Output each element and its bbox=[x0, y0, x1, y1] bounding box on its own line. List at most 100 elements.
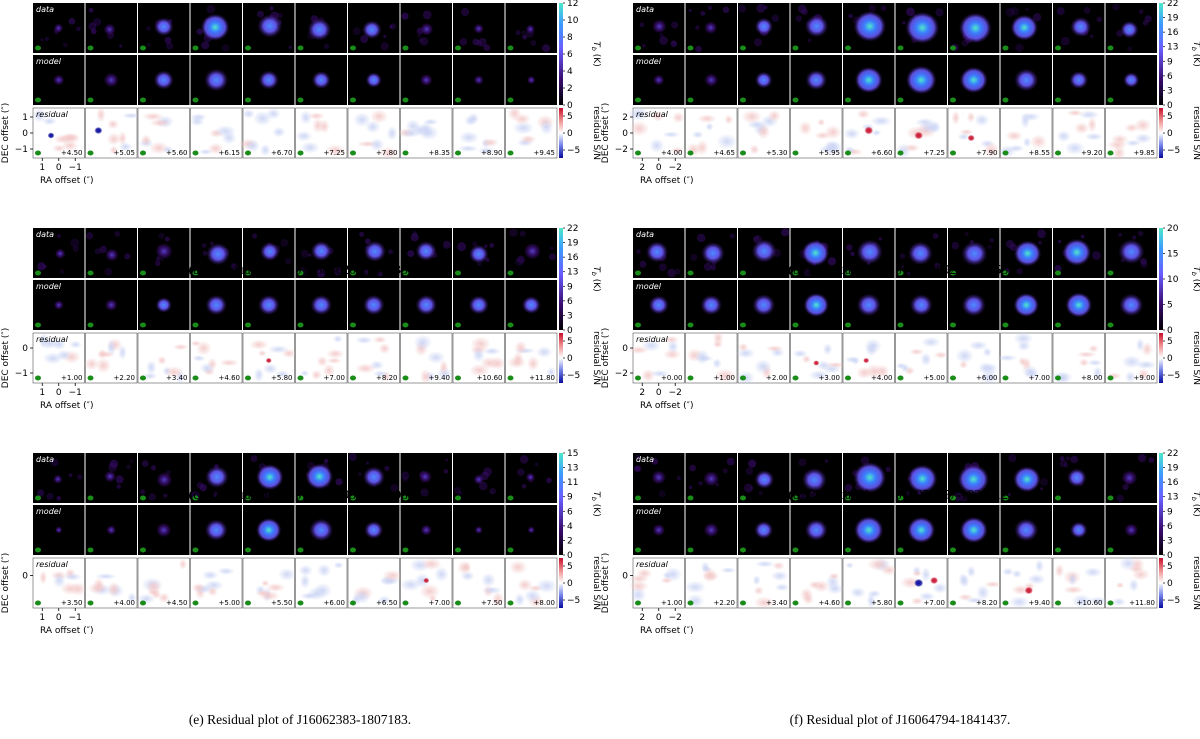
snr-colorbar bbox=[1159, 558, 1163, 608]
data-emission-blob bbox=[415, 241, 437, 262]
residual-noise bbox=[880, 564, 898, 576]
beam-ellipse bbox=[897, 270, 904, 276]
residual-noise bbox=[843, 127, 861, 140]
model-emission-blob bbox=[907, 516, 936, 544]
noise-speck bbox=[758, 490, 763, 496]
velocity-label: +5.60 bbox=[166, 149, 187, 157]
residual-noise bbox=[1111, 134, 1129, 145]
beam-ellipse bbox=[507, 270, 514, 276]
residual-noise bbox=[307, 587, 327, 601]
residual-peak bbox=[914, 578, 924, 588]
beam-ellipse bbox=[297, 547, 304, 553]
noise-speck bbox=[90, 28, 97, 35]
residual-noise bbox=[311, 369, 322, 381]
noise-speck bbox=[670, 40, 678, 47]
residual-noise bbox=[1021, 356, 1032, 371]
beam-ellipse bbox=[35, 97, 41, 103]
tb-tick-label: 22 bbox=[1167, 0, 1178, 9]
residual-noise bbox=[70, 582, 87, 596]
residual-noise bbox=[107, 581, 121, 597]
noise-speck bbox=[359, 231, 365, 237]
residual-noise bbox=[1034, 559, 1044, 573]
residual-noise bbox=[491, 591, 505, 607]
data-emission-blob bbox=[206, 242, 230, 266]
beam-ellipse bbox=[687, 322, 694, 328]
residual-noise bbox=[754, 560, 775, 568]
beam-ellipse bbox=[402, 150, 409, 156]
residual-noise bbox=[1088, 344, 1099, 353]
model-emission-blob bbox=[1069, 521, 1088, 539]
snr-tick-label: −5 bbox=[1167, 146, 1180, 156]
data-emission-blob bbox=[961, 241, 988, 267]
residual-noise bbox=[52, 338, 66, 351]
tb-tick-label: 9 bbox=[1167, 57, 1173, 67]
tb-tick-label: 2 bbox=[567, 84, 573, 94]
noise-speck bbox=[747, 459, 757, 468]
beam-ellipse bbox=[350, 547, 356, 553]
residual-noise bbox=[798, 120, 813, 136]
noise-speck bbox=[519, 230, 526, 237]
noise-speck bbox=[457, 242, 467, 252]
snr-tick-label: 0 bbox=[567, 129, 573, 139]
data-emission-blob bbox=[53, 474, 63, 484]
noise-speck bbox=[753, 38, 762, 47]
noise-speck bbox=[56, 496, 61, 501]
data-emission-blob bbox=[523, 242, 541, 260]
tb-tick-label: 6 bbox=[567, 50, 573, 60]
snr-tick-label: 0 bbox=[1167, 129, 1173, 139]
model-emission-blob bbox=[103, 72, 119, 88]
data-emission-blob bbox=[103, 23, 116, 36]
noise-speck bbox=[418, 37, 424, 43]
dec-tick-label: 0 bbox=[622, 344, 628, 354]
residual-noise bbox=[517, 578, 533, 592]
residual-noise bbox=[145, 360, 157, 375]
noise-speck bbox=[422, 10, 432, 20]
residual-noise bbox=[628, 106, 649, 122]
tb-tick-label: 10 bbox=[1167, 275, 1179, 285]
residual-noise bbox=[253, 367, 265, 383]
residual-noise bbox=[961, 574, 970, 588]
model-emission-blob bbox=[1013, 293, 1039, 317]
residual-noise bbox=[826, 583, 844, 595]
beam-ellipse bbox=[1107, 150, 1114, 156]
noise-speck bbox=[642, 43, 646, 48]
noise-speck bbox=[390, 483, 399, 492]
noise-speck bbox=[1092, 251, 1101, 260]
noise-speck bbox=[377, 270, 383, 277]
residual-noise bbox=[982, 362, 998, 375]
noise-speck bbox=[46, 492, 54, 500]
beam-ellipse bbox=[507, 45, 514, 51]
noise-speck bbox=[1127, 46, 1133, 52]
residual-noise bbox=[365, 120, 381, 134]
panel-b: +4.00 +4.65 +5.30 +5.95 +6.60 +7.25 +7.90 +8.55… bbox=[601, 0, 1200, 186]
beam-ellipse bbox=[635, 45, 641, 51]
residual-noise bbox=[326, 349, 345, 359]
data-emission-blob bbox=[1013, 240, 1042, 267]
noise-speck bbox=[483, 44, 491, 51]
residual-noise bbox=[244, 139, 261, 153]
beam-ellipse bbox=[897, 547, 904, 553]
model-emission-blob bbox=[53, 300, 64, 310]
dec-axis-label: DEC offset (″) bbox=[601, 328, 611, 388]
noise-speck bbox=[202, 250, 208, 256]
residual-noise bbox=[249, 339, 269, 350]
residual-noise bbox=[413, 334, 433, 351]
tb-axis-label: Tb (K) bbox=[1190, 266, 1200, 291]
noise-speck bbox=[256, 10, 264, 18]
noise-speck bbox=[781, 228, 790, 237]
beam-ellipse bbox=[35, 45, 41, 51]
velocity-label: +10.60 bbox=[1077, 599, 1103, 607]
model-emission-blob bbox=[1014, 518, 1039, 542]
residual-noise bbox=[671, 111, 685, 124]
tb-colorbar bbox=[559, 453, 563, 555]
residual-noise bbox=[373, 335, 387, 344]
tb-axis-label: Tb (K) bbox=[1190, 491, 1200, 516]
data-emission-blob bbox=[473, 474, 485, 485]
data-emission-blob bbox=[856, 239, 883, 265]
noise-speck bbox=[659, 36, 668, 45]
residual-noise bbox=[316, 355, 328, 367]
velocity-label: +3.00 bbox=[819, 374, 840, 382]
data-emission-blob bbox=[801, 467, 827, 492]
noise-speck bbox=[1065, 456, 1070, 461]
